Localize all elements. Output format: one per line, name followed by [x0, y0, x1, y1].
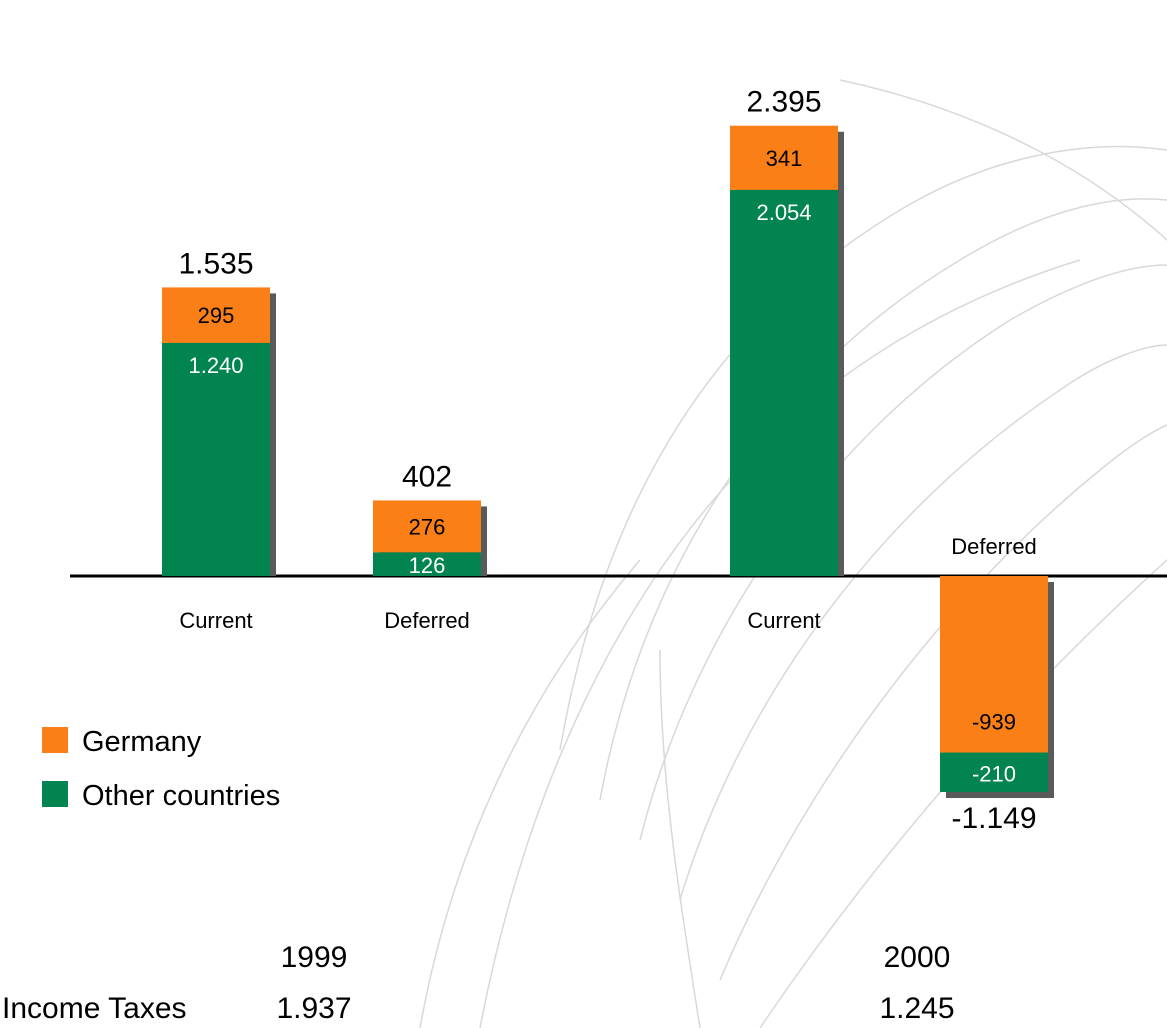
summary-year-1999: 1999 [281, 941, 348, 974]
summary-value-2000: 1.245 [879, 992, 954, 1025]
bar-other-countries-2000-deferred [940, 752, 1048, 793]
bar-germany-2000-current [730, 125, 838, 190]
legend-label-other-countries: Other countries [82, 780, 280, 812]
value-label-other-countries-2000-deferred: -210 [972, 761, 1016, 786]
total-label-1999-current: 1.535 [178, 247, 253, 280]
summary-label-income-taxes: Income Taxes [2, 992, 187, 1025]
category-label-2000-deferred: Deferred [951, 534, 1037, 559]
value-label-other-countries-1999-current: 1.240 [188, 353, 243, 378]
labels-layer: 1.240 295 1.535 Current 126 276 402 Deferred 2.0… [178, 86, 1036, 835]
bars-layer [162, 125, 1054, 799]
value-label-other-countries-2000-current: 2.054 [756, 200, 811, 225]
bar-germany-2000-deferred [940, 576, 1048, 753]
category-label-1999-current: Current [179, 608, 252, 633]
category-label-1999-deferred: Deferred [384, 608, 470, 633]
bar-other-countries-2000-current [730, 189, 838, 576]
value-label-germany-1999-deferred: 276 [409, 514, 446, 539]
category-label-2000-current: Current [747, 608, 820, 633]
bar-germany-1999-current [162, 287, 270, 343]
legend: Germany Other countries [42, 726, 280, 812]
summary-table: 1999 2000 Income Taxes 1.937 1.245 [2, 941, 955, 1025]
bar-other-countries-1999-current [162, 342, 270, 576]
total-label-1999-deferred: 402 [402, 460, 452, 493]
summary-value-1999: 1.937 [276, 992, 351, 1025]
legend-swatch-germany [42, 727, 68, 753]
bar-other-countries-1999-deferred [373, 552, 481, 576]
value-label-germany-2000-deferred: -939 [972, 710, 1016, 735]
value-label-germany-1999-current: 295 [198, 303, 235, 328]
legend-swatch-other-countries [42, 781, 68, 807]
value-label-other-countries-1999-deferred: 126 [409, 553, 446, 578]
value-label-germany-2000-current: 341 [766, 146, 803, 171]
summary-year-2000: 2000 [884, 941, 951, 974]
legend-label-germany: Germany [82, 726, 202, 758]
total-label-2000-deferred: -1.149 [951, 802, 1036, 835]
bar-germany-1999-deferred [373, 500, 481, 553]
total-label-2000-current: 2.395 [746, 86, 821, 119]
